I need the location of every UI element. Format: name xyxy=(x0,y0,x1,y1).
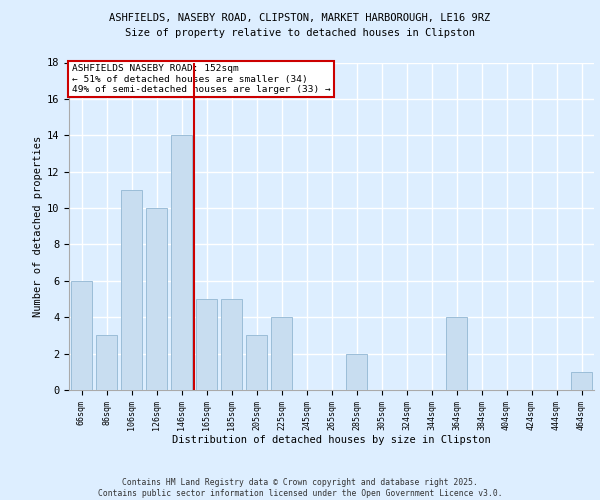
Bar xyxy=(571,372,592,390)
Bar xyxy=(271,317,292,390)
Text: ASHFIELDS NASEBY ROAD: 152sqm
← 51% of detached houses are smaller (34)
49% of s: ASHFIELDS NASEBY ROAD: 152sqm ← 51% of d… xyxy=(71,64,331,94)
Bar xyxy=(446,317,467,390)
Bar xyxy=(246,336,267,390)
Bar xyxy=(71,281,92,390)
Bar xyxy=(221,299,242,390)
Y-axis label: Number of detached properties: Number of detached properties xyxy=(32,136,43,317)
Bar xyxy=(196,299,217,390)
Bar xyxy=(346,354,367,390)
X-axis label: Distribution of detached houses by size in Clipston: Distribution of detached houses by size … xyxy=(172,436,491,446)
Bar xyxy=(171,136,192,390)
Text: Contains HM Land Registry data © Crown copyright and database right 2025.
Contai: Contains HM Land Registry data © Crown c… xyxy=(98,478,502,498)
Bar xyxy=(146,208,167,390)
Bar xyxy=(121,190,142,390)
Bar xyxy=(96,336,117,390)
Text: ASHFIELDS, NASEBY ROAD, CLIPSTON, MARKET HARBOROUGH, LE16 9RZ: ASHFIELDS, NASEBY ROAD, CLIPSTON, MARKET… xyxy=(109,12,491,22)
Text: Size of property relative to detached houses in Clipston: Size of property relative to detached ho… xyxy=(125,28,475,38)
